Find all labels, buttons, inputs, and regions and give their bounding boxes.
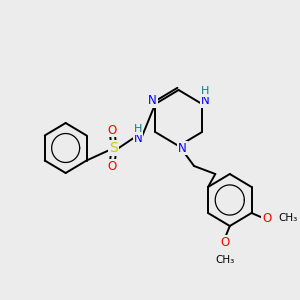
Text: N: N	[148, 94, 157, 107]
Text: S: S	[110, 141, 118, 155]
Text: O: O	[262, 212, 272, 224]
Text: CH₃: CH₃	[279, 213, 298, 223]
Text: O: O	[220, 236, 230, 248]
Text: O: O	[107, 160, 117, 172]
Text: CH₃: CH₃	[215, 255, 235, 265]
Text: H: H	[201, 86, 209, 96]
Text: H: H	[134, 124, 142, 134]
Text: N: N	[178, 142, 187, 154]
Text: N: N	[134, 133, 142, 146]
Text: O: O	[107, 124, 117, 136]
Text: N: N	[201, 94, 209, 107]
